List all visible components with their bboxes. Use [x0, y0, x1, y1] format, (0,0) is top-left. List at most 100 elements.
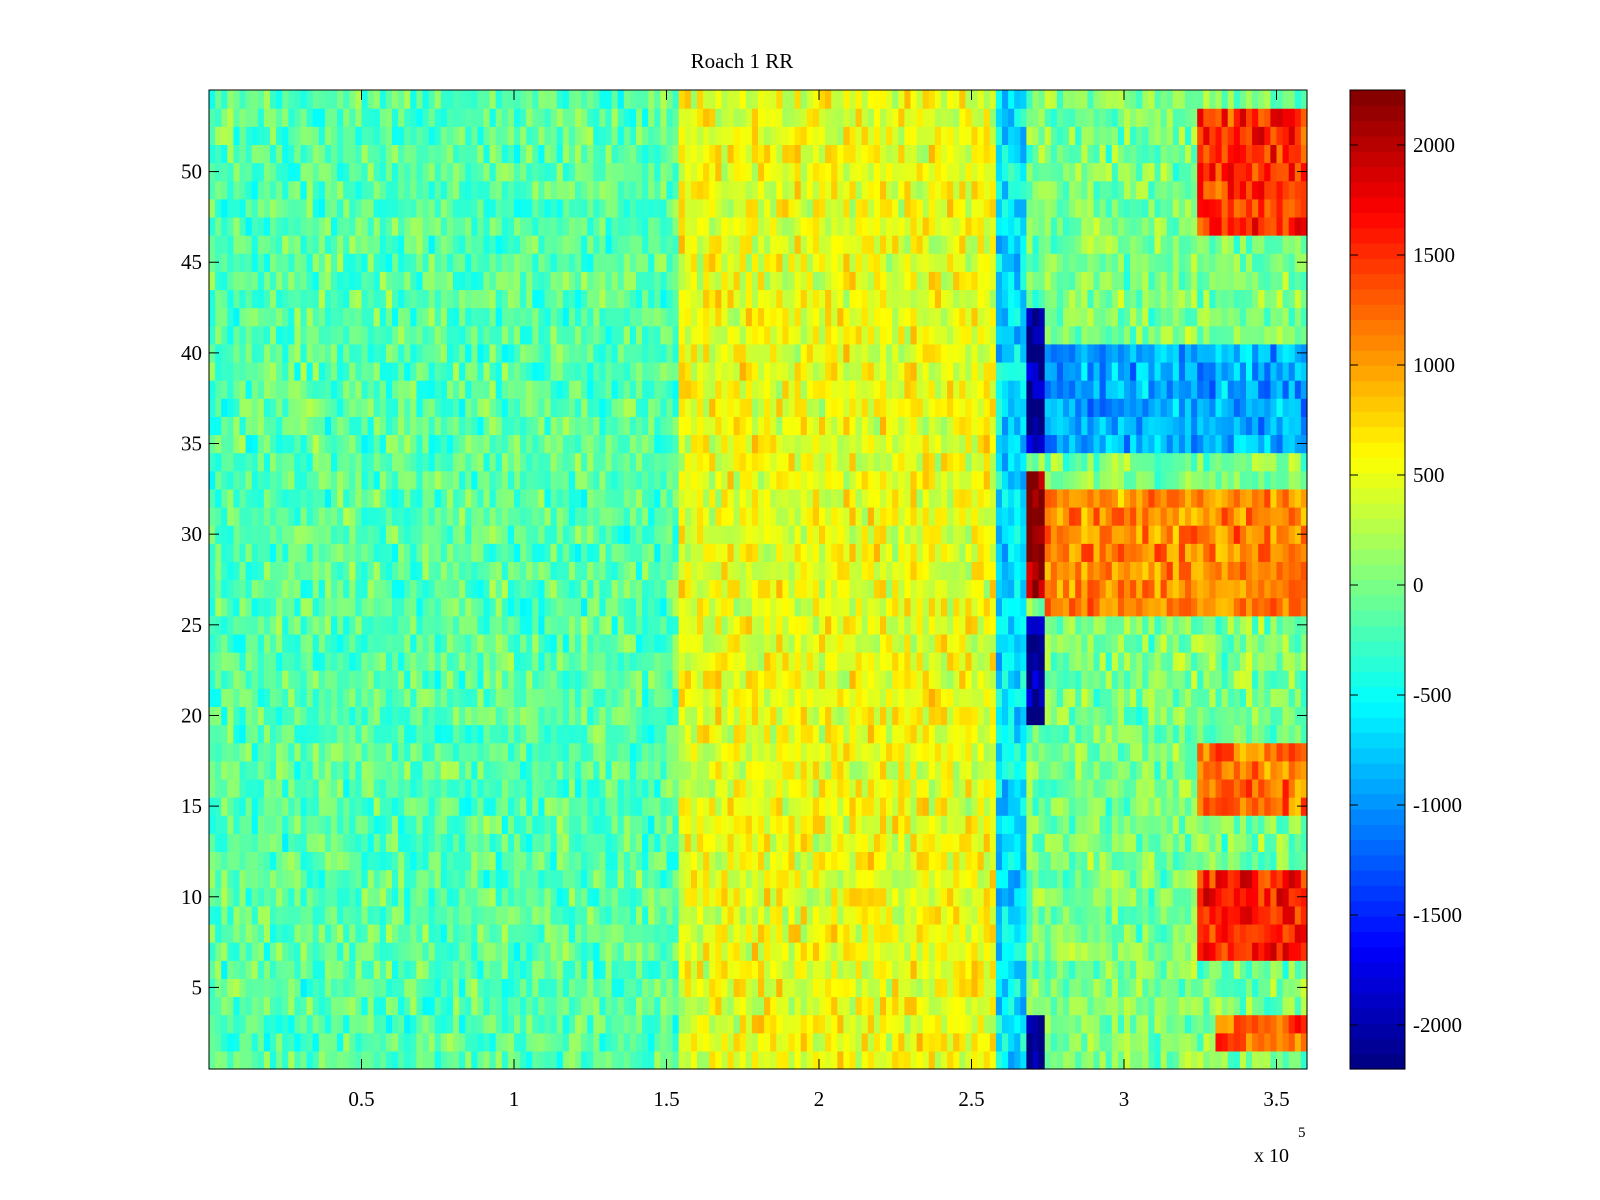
heatmap-cell: [501, 815, 509, 834]
heatmap-cell: [477, 724, 485, 744]
heatmap-cell: [1197, 760, 1204, 780]
heatmap-cell: [562, 923, 570, 943]
heatmap-cell: [1209, 1014, 1217, 1034]
heatmap-cell: [751, 615, 759, 635]
heatmap-cell: [1270, 597, 1278, 617]
heatmap-cell: [1075, 869, 1082, 889]
heatmap-cell: [922, 833, 930, 853]
heatmap-cell: [471, 869, 478, 889]
heatmap-cell: [398, 905, 405, 925]
heatmap-cell: [251, 778, 259, 798]
heatmap-cell: [959, 742, 966, 762]
heatmap-cell: [1282, 869, 1290, 889]
heatmap-cell: [477, 778, 485, 798]
heatmap-cell: [983, 633, 991, 653]
heatmap-cell: [288, 633, 295, 653]
heatmap-cell: [843, 579, 851, 599]
heatmap-cell: [605, 996, 613, 1016]
heatmap-cell: [1288, 1014, 1296, 1034]
heatmap-cell: [1185, 887, 1192, 907]
heatmap-cell: [1087, 1050, 1095, 1070]
heatmap-cell: [294, 960, 302, 979]
heatmap-cell: [1148, 869, 1156, 889]
heatmap-cell: [538, 1032, 546, 1052]
heatmap-cell: [245, 797, 253, 816]
heatmap-cell: [636, 960, 643, 979]
heatmap-cell: [703, 633, 710, 653]
heatmap-cell: [867, 670, 875, 689]
heatmap-cell: [361, 706, 369, 726]
heatmap-cell: [1270, 652, 1278, 671]
heatmap-cell: [977, 1032, 985, 1052]
heatmap-cell: [617, 1014, 625, 1034]
heatmap-cell: [471, 561, 478, 581]
heatmap-cell: [934, 851, 942, 871]
heatmap-cell: [282, 778, 289, 798]
heatmap-cell: [1239, 579, 1247, 599]
heatmap-cell: [471, 887, 478, 907]
heatmap-cell: [270, 1032, 277, 1052]
heatmap-cell: [385, 815, 393, 834]
heatmap-cell: [453, 887, 460, 907]
heatmap-cell: [471, 688, 478, 708]
heatmap-cell: [1300, 923, 1308, 943]
heatmap-cell: [507, 579, 515, 599]
heatmap-cell: [965, 652, 973, 671]
heatmap-cell: [1105, 706, 1113, 726]
heatmap-cell: [910, 923, 918, 943]
heatmap-cell: [361, 760, 369, 780]
heatmap-cell: [1221, 760, 1229, 780]
heatmap-cell: [544, 960, 552, 979]
heatmap-cell: [709, 688, 716, 708]
heatmap-cell: [331, 615, 338, 635]
heatmap-cell: [721, 670, 729, 689]
heatmap-cell: [245, 778, 253, 798]
heatmap-cell: [410, 905, 417, 925]
heatmap-cell: [1276, 978, 1284, 998]
heatmap-cell: [1215, 923, 1223, 943]
heatmap-cell: [751, 688, 759, 708]
heatmap-cell: [892, 942, 899, 961]
heatmap-cell: [440, 742, 448, 762]
heatmap-cell: [1130, 633, 1137, 653]
heatmap-cell: [617, 652, 625, 671]
heatmap-cell: [392, 633, 399, 653]
heatmap-cell: [324, 923, 332, 943]
heatmap-cell: [690, 670, 698, 689]
heatmap-cell: [904, 652, 912, 671]
heatmap-cell: [373, 633, 381, 653]
heatmap-cell: [233, 760, 241, 780]
heatmap-cell: [550, 905, 558, 925]
heatmap-cell: [1203, 670, 1210, 689]
heatmap-cell: [337, 742, 344, 762]
heatmap-cell: [989, 652, 997, 671]
heatmap-cell: [1221, 960, 1229, 979]
heatmap-cell: [1020, 1032, 1027, 1052]
heatmap-cell: [337, 561, 344, 581]
heatmap-cell: [941, 688, 948, 708]
heatmap-cell: [312, 869, 320, 889]
heatmap-cell: [337, 1032, 344, 1052]
heatmap-cell: [1136, 778, 1143, 798]
heatmap-cell: [1166, 688, 1174, 708]
heatmap-cell: [1099, 1014, 1107, 1034]
heatmap-cell: [1166, 724, 1174, 744]
heatmap-cell: [440, 978, 448, 998]
heatmap-cell: [1221, 996, 1229, 1016]
heatmap-cell: [312, 1032, 320, 1052]
heatmap-cell: [1069, 905, 1076, 925]
heatmap-cell: [1105, 942, 1113, 961]
heatmap-cell: [1063, 905, 1070, 925]
heatmap-cell: [855, 851, 863, 871]
heatmap-cell: [1032, 869, 1040, 889]
heatmap-cell: [1038, 797, 1046, 816]
heatmap-cell: [1136, 706, 1143, 726]
heatmap-cell: [294, 923, 302, 943]
heatmap-cell: [971, 778, 979, 798]
heatmap-cell: [239, 996, 247, 1016]
heatmap-cell: [849, 615, 857, 635]
heatmap-cell: [1087, 652, 1095, 671]
heatmap-cell: [1032, 960, 1040, 979]
heatmap-cell: [825, 724, 832, 744]
heatmap-cell: [349, 942, 356, 961]
